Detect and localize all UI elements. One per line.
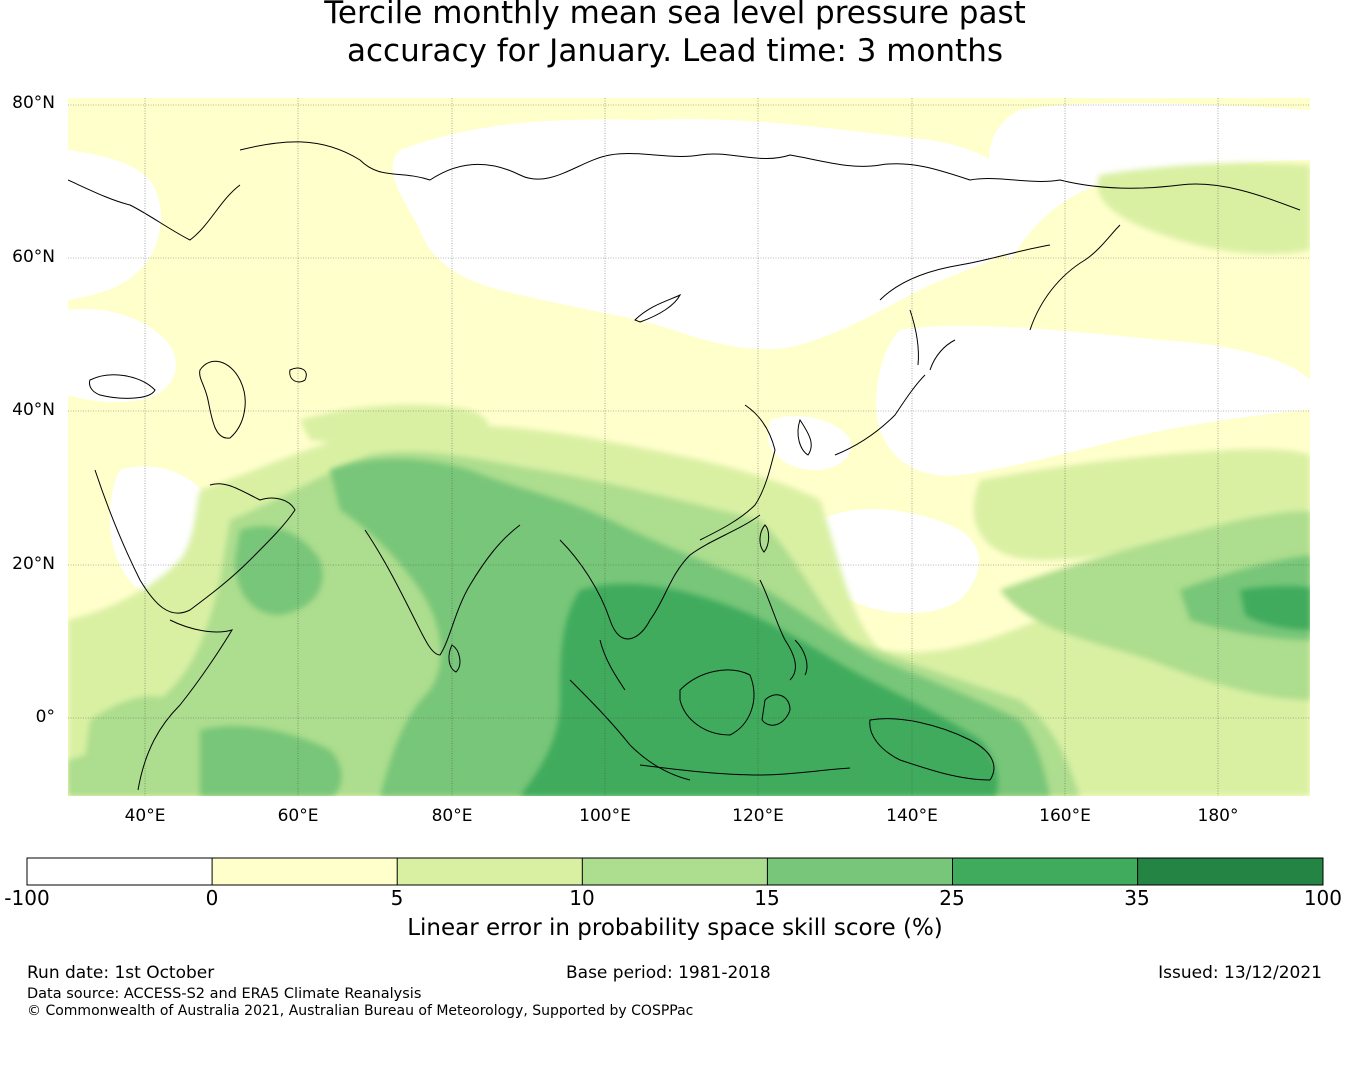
philippines bbox=[759, 579, 808, 681]
colorbar-tick-label: 35 bbox=[1124, 886, 1150, 910]
graticule bbox=[68, 98, 1310, 796]
lon-label-180: 180° bbox=[1197, 806, 1239, 826]
west-pacific-band-4 bbox=[1240, 585, 1310, 630]
taiwan bbox=[759, 524, 770, 553]
korea-coast bbox=[797, 418, 812, 456]
colorbar-tick-label: 10 bbox=[569, 886, 595, 910]
malay-sumatra bbox=[569, 639, 691, 781]
china-coast bbox=[699, 404, 776, 541]
kamchatka bbox=[1029, 224, 1121, 331]
eastasia-white bbox=[768, 416, 851, 470]
colorbar-tick-label: 0 bbox=[205, 886, 219, 910]
siberia-east-band-1 bbox=[1097, 163, 1310, 254]
black-sea bbox=[89, 374, 156, 399]
colorbar-title: Linear error in probability space skill … bbox=[407, 915, 943, 941]
colorbar-frame bbox=[26, 857, 1324, 886]
negative-skill-regions bbox=[68, 103, 1310, 745]
arabian-sea-band-3 bbox=[235, 526, 323, 615]
southwest-band-2 bbox=[80, 696, 174, 796]
map-title-line-2: accuracy for January. Lead time: 3 month… bbox=[346, 33, 1003, 69]
colorbar-segment-neg100-0 bbox=[27, 858, 213, 885]
colorbar-segment-25-35 bbox=[952, 858, 1138, 885]
caspian-west-white bbox=[68, 309, 176, 403]
issued-date: Issued: 13/12/2021 bbox=[1158, 963, 1322, 983]
new-guinea bbox=[869, 718, 995, 781]
map-title-line-1: Tercile monthly mean sea level pressure … bbox=[324, 0, 1026, 31]
east-africa-coast bbox=[137, 619, 234, 791]
south-indian-band-3 bbox=[200, 726, 342, 796]
sulawesi bbox=[761, 694, 791, 726]
europe-west-white bbox=[68, 150, 161, 300]
colorbar-segment-10-15 bbox=[582, 858, 768, 885]
scandinavia-coast bbox=[68, 179, 241, 241]
pacific-north-white bbox=[876, 325, 1310, 476]
maritime-continent-band-4 bbox=[520, 583, 998, 796]
lat-label-40n: 40°N bbox=[12, 400, 55, 420]
colorbar-dividers bbox=[211, 858, 1139, 885]
japan bbox=[834, 339, 956, 456]
sri-lanka bbox=[448, 644, 461, 673]
java-coast bbox=[639, 764, 851, 776]
sea-of-okhotsk-coast bbox=[879, 244, 1051, 301]
pacific-subtropic-white bbox=[814, 509, 979, 614]
lon-label-120e: 120°E bbox=[732, 806, 784, 826]
india-coast bbox=[364, 524, 521, 656]
balkhash-lake bbox=[289, 367, 307, 383]
lon-label-80e: 80°E bbox=[431, 806, 473, 826]
central-band-1 bbox=[300, 404, 489, 448]
pacific-band-2 bbox=[1000, 511, 1310, 700]
colorbar bbox=[26, 857, 1324, 886]
northeast-white bbox=[989, 103, 1310, 260]
skill-field bbox=[68, 98, 1310, 796]
colorbar-tick-label: 100 bbox=[1303, 886, 1342, 910]
run-date: Run date: 1st October bbox=[27, 963, 215, 983]
lat-label-80n: 80°N bbox=[12, 93, 55, 113]
baikal-lake bbox=[634, 293, 682, 323]
colorbar-segment-15-25 bbox=[767, 858, 953, 885]
lon-label-140e: 140°E bbox=[886, 806, 938, 826]
lat-label-60n: 60°N bbox=[12, 247, 55, 267]
borneo bbox=[679, 669, 755, 736]
map-title: Tercile monthly mean sea level pressure … bbox=[0, 0, 1350, 70]
data-source: Data source: ACCESS-S2 and ERA5 Climate … bbox=[27, 986, 422, 1002]
indochina-coast bbox=[559, 514, 761, 640]
colorbar-segment-35-100 bbox=[1137, 858, 1323, 885]
colorbar-tick-label: 5 bbox=[390, 886, 404, 910]
sakhalin bbox=[909, 309, 919, 366]
colorbar-segment-0-5 bbox=[212, 858, 398, 885]
lat-label-20n: 20°N bbox=[12, 554, 55, 574]
skill-25-35-regions bbox=[520, 583, 1310, 796]
caspian-sea bbox=[199, 360, 246, 439]
colorbar-tick-label: 25 bbox=[939, 886, 965, 910]
base-period: Base period: 1981-2018 bbox=[566, 963, 771, 983]
copyright: © Commonwealth of Australia 2021, Austra… bbox=[27, 1003, 694, 1019]
colorbar-tick-label: 15 bbox=[754, 886, 780, 910]
coastlines bbox=[68, 141, 1301, 791]
colorbar-tick-label: -100 bbox=[4, 886, 50, 910]
colorbar-segment-5-10 bbox=[397, 858, 583, 885]
lat-label-0: 0° bbox=[35, 707, 55, 727]
lon-label-100e: 100°E bbox=[579, 806, 631, 826]
arabian-peninsula bbox=[94, 469, 296, 614]
lon-label-160e: 160°E bbox=[1039, 806, 1091, 826]
arctic-coast bbox=[239, 141, 1301, 211]
lon-label-40e: 40°E bbox=[124, 806, 166, 826]
lon-label-60e: 60°E bbox=[277, 806, 319, 826]
